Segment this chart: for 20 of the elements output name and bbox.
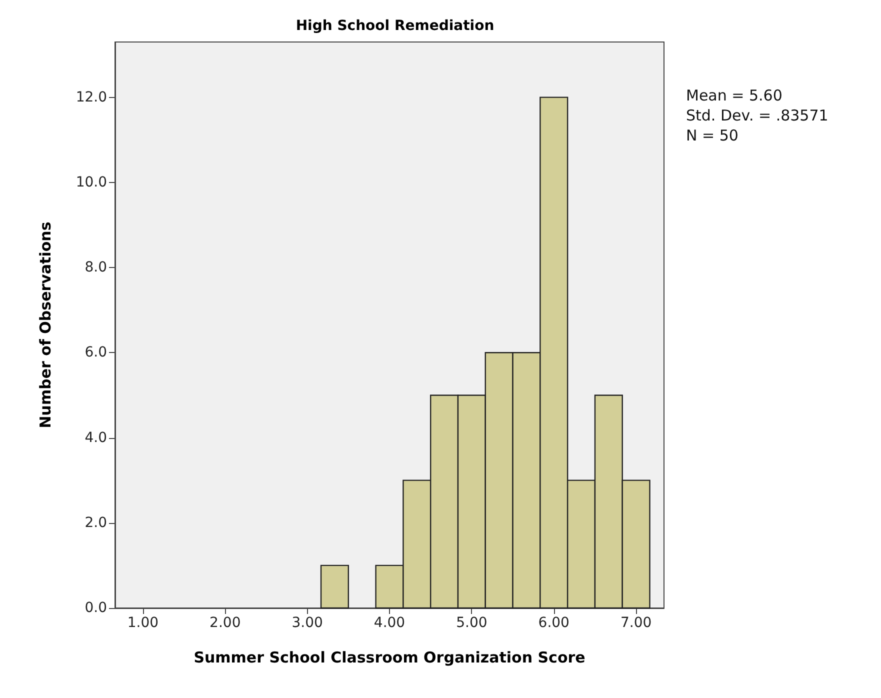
chart-title: High School Remediation bbox=[296, 18, 494, 34]
y-tick-label: 4.0 bbox=[84, 430, 107, 446]
x-tick-label: 2.00 bbox=[210, 615, 241, 631]
text: Std. Dev. = .83571 bbox=[686, 106, 828, 124]
x-tick-label: 7.00 bbox=[620, 615, 652, 631]
y-tick-label: 10.0 bbox=[76, 174, 107, 190]
y-axis-title: Number of Observations bbox=[36, 222, 54, 428]
text: Mean = 5.60 bbox=[686, 86, 782, 104]
y-tick-label: 12.0 bbox=[76, 89, 107, 106]
y-tick-label: 8.0 bbox=[84, 260, 107, 276]
x-tick-label: 1.00 bbox=[127, 615, 159, 631]
x-tick-label: 4.00 bbox=[374, 615, 406, 631]
x-tick-label: 3.00 bbox=[292, 615, 323, 631]
text: N = 50 bbox=[686, 126, 738, 144]
y-tick-label: 2.0 bbox=[84, 514, 107, 531]
x-tick-label: 6.00 bbox=[538, 615, 570, 631]
y-tick-label: 0.0 bbox=[84, 600, 107, 616]
x-axis-title: Summer School Classroom Organization Score bbox=[194, 648, 586, 666]
y-tick-label: 6.0 bbox=[84, 344, 107, 361]
x-tick-label: 5.00 bbox=[456, 615, 488, 631]
